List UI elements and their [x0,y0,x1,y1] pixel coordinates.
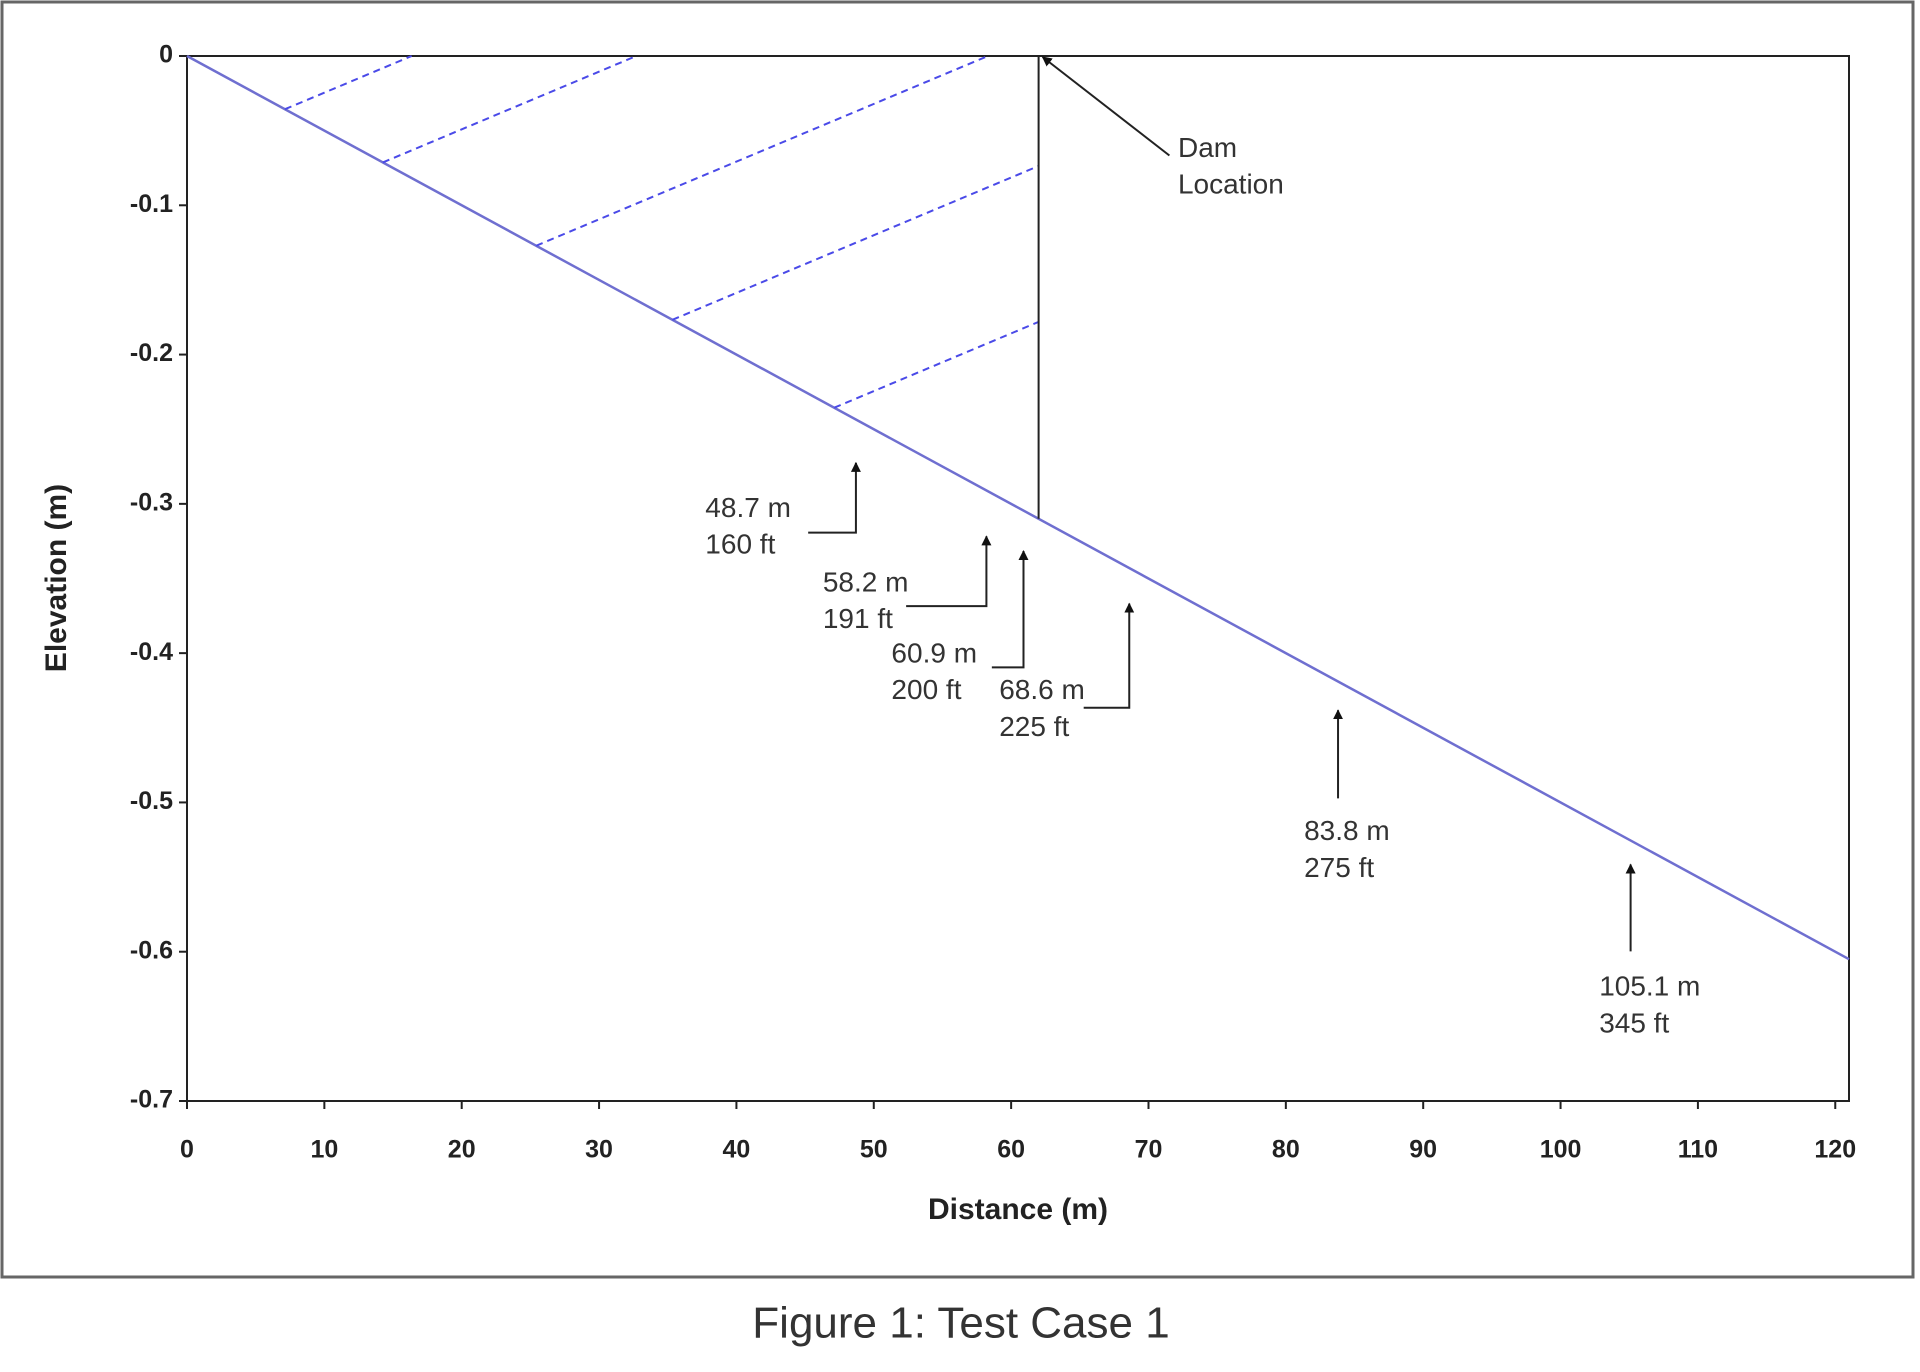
x-tick-label: 40 [723,1136,751,1164]
gauge-label: 160 ft [705,529,775,560]
y-tick-label: -0.7 [130,1086,173,1114]
gauge-label: 83.8 m [1304,815,1390,846]
x-tick-label: 120 [1814,1136,1856,1164]
x-tick-label: 100 [1540,1136,1582,1164]
x-tick-label: 90 [1409,1136,1437,1164]
x-tick-label: 110 [1678,1136,1718,1164]
dam-label: Dam [1178,132,1237,163]
gauge-arrow [1083,602,1135,709]
gauge-label: 48.7 m [705,492,791,523]
x-tick-label: 50 [860,1136,888,1164]
gauge-label: 105.1 m [1599,971,1700,1002]
figure-frame [0,0,1915,1279]
x-tick-label: 20 [448,1136,476,1164]
y-axis-label: Elevation (m) [40,484,73,672]
gauge-arrow [906,535,992,608]
water-hatch [833,320,1039,409]
gauge-label: 191 ft [823,603,893,634]
gauge-label: 345 ft [1599,1007,1669,1038]
x-tick-label: 30 [585,1136,613,1164]
gauge-label: 60.9 m [891,637,977,668]
x-tick-label: 10 [310,1136,338,1164]
water-hatch [535,55,989,247]
water-hatch [672,165,1039,321]
gauge-label: 68.6 m [999,674,1085,705]
y-tick-label: -0.5 [130,787,173,815]
x-tick-label: 0 [180,1136,194,1164]
y-tick-label: -0.4 [130,638,173,666]
dam-pointer [1041,56,1171,157]
water-hatch [284,55,413,111]
gauge-label: 225 ft [999,711,1069,742]
x-axis-label: Distance (m) [928,1193,1108,1226]
y-tick-label: -0.1 [130,190,173,218]
y-tick-label: 0 [159,41,173,69]
x-tick-label: 60 [997,1136,1025,1164]
plot-frame [186,55,1850,1102]
gauge-label: 275 ft [1304,852,1374,883]
dam-label: Location [1178,169,1284,200]
gauge-arrow [991,550,1029,669]
gauge-arrow [808,461,861,534]
x-tick-label: 70 [1135,1136,1163,1164]
y-tick-label: -0.3 [130,488,173,516]
bed-line [186,54,1850,961]
y-tick-label: -0.2 [130,339,173,367]
water-hatch [382,55,637,164]
y-tick-label: -0.6 [130,936,173,964]
gauge-label: 200 ft [891,674,961,705]
gauge-label: 58.2 m [823,566,909,597]
x-tick-label: 80 [1272,1136,1300,1164]
caption: Figure 1: Test Case 1 [752,1299,1169,1348]
